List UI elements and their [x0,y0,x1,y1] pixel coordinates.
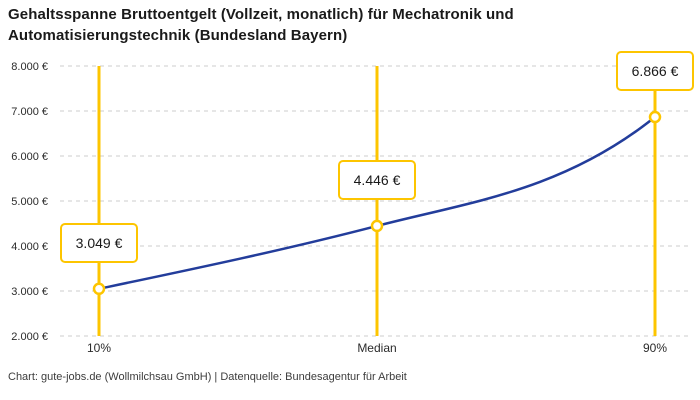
value-callout-text: 6.866 € [631,63,679,80]
y-axis-tick-label: 8.000 € [11,61,48,73]
y-axis-tick-label: 3.000 € [11,286,48,298]
y-axis-tick-label: 5.000 € [11,196,48,208]
value-callout-box: 6.866 € [616,51,694,92]
value-callout-text: 4.446 € [353,171,401,188]
y-axis-tick-label: 7.000 € [11,106,48,118]
chart-source-footer: Chart: gute-jobs.de (Wollmilchsau GmbH) … [8,371,407,383]
value-callout-box: 3.049 € [60,222,138,263]
y-axis-tick-label: 2.000 € [11,331,48,343]
value-callout-box: 4.446 € [338,159,416,200]
x-axis-category-label: 10% [87,341,111,355]
data-point-marker [370,219,384,233]
value-callout-text: 3.049 € [75,234,123,251]
data-point-marker [648,110,662,124]
x-axis-category-label: Median [357,341,396,355]
y-axis-tick-label: 6.000 € [11,151,48,163]
data-point-marker [92,282,106,296]
chart-title: Gehaltsspanne Bruttoentgelt (Vollzeit, m… [8,6,514,44]
y-axis-tick-label: 4.000 € [11,241,48,253]
x-axis-category-label: 90% [643,341,667,355]
